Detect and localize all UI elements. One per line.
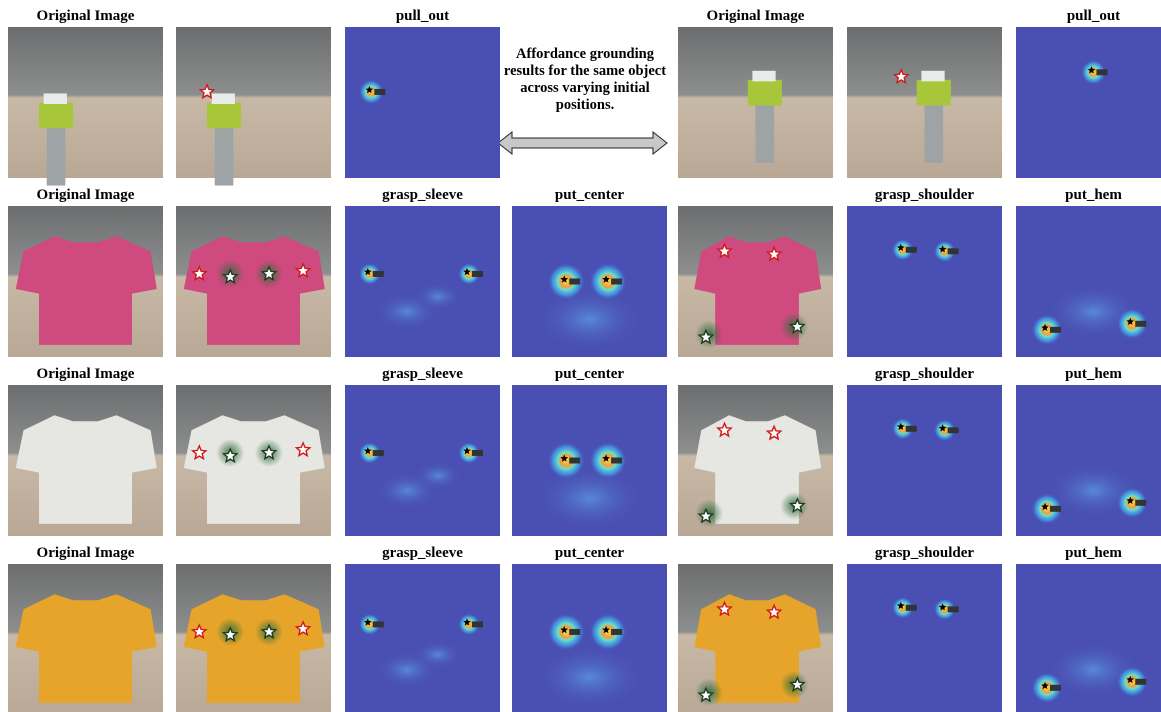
heatmap [847, 385, 1002, 536]
heat-tag [1135, 679, 1146, 685]
heatmap [847, 564, 1002, 712]
photo [678, 564, 833, 712]
column-label: put_center [555, 187, 624, 203]
column-label: grasp_sleeve [382, 366, 463, 382]
photo [8, 27, 163, 186]
heat-tag [374, 89, 385, 95]
photo [678, 385, 833, 536]
photo [176, 27, 331, 186]
tissue-box [748, 80, 782, 106]
heat-tag [948, 427, 959, 433]
photo [176, 206, 331, 357]
heatmap [512, 564, 667, 712]
photo [678, 206, 833, 357]
heat-tag [1050, 685, 1061, 691]
column-label: Original Image [37, 545, 135, 561]
heat-tag [472, 450, 483, 456]
column-label: Original Image [37, 187, 135, 203]
heat-tag [472, 271, 483, 277]
heatmap [345, 27, 500, 178]
photo [176, 385, 331, 536]
heat-faint [535, 288, 644, 351]
heat-tag [569, 279, 580, 285]
photo [847, 27, 1002, 178]
heat-tag [611, 629, 622, 635]
caption: Affordance grounding results for the sam… [500, 46, 670, 114]
heat-tag [906, 605, 917, 611]
heatmap [512, 385, 667, 536]
column-label: grasp_sleeve [382, 545, 463, 561]
column-label: put_hem [1065, 187, 1122, 203]
column-label: grasp_sleeve [382, 187, 463, 203]
heat-tag [1135, 500, 1146, 506]
heat-tag [906, 247, 917, 253]
column-label: put_center [555, 366, 624, 382]
heat-tag [1050, 506, 1061, 512]
heatmap [345, 564, 500, 712]
heatmap [345, 385, 500, 536]
figure: Original Image pull_out Original Image pull… [0, 0, 1161, 712]
column-label: put_hem [1065, 545, 1122, 561]
photo-bg [8, 27, 163, 178]
heatmap [1016, 206, 1161, 357]
photo [8, 206, 163, 357]
photo [678, 27, 833, 178]
column-label: grasp_shoulder [875, 545, 975, 561]
heat-faint [535, 467, 644, 530]
heatmap [1016, 385, 1161, 536]
heat-faint [415, 283, 462, 310]
tissue-box [39, 103, 73, 129]
heat-tag [373, 271, 384, 277]
column-label: grasp_shoulder [875, 187, 975, 203]
column-label: pull_out [1067, 8, 1120, 24]
heat-faint [535, 646, 644, 709]
photo [8, 385, 163, 536]
heatmap-bg [847, 206, 1002, 357]
heatmap [512, 206, 667, 357]
tissue-box [207, 103, 241, 129]
heat-tag [472, 621, 483, 627]
heat-tag [373, 450, 384, 456]
heatmap-bg [847, 385, 1002, 536]
heat-tag [1135, 321, 1146, 327]
heat-tag [569, 458, 580, 464]
heat-tag [1050, 327, 1061, 333]
heat-tag [948, 248, 959, 254]
heat-tag [948, 606, 959, 612]
heatmap [1016, 564, 1161, 712]
heat-tag [373, 621, 384, 627]
column-label: Original Image [707, 8, 805, 24]
photo [176, 564, 331, 712]
heat-faint [415, 462, 462, 489]
photo-bg [176, 27, 331, 178]
column-label: grasp_shoulder [875, 366, 975, 382]
tissue [212, 93, 235, 104]
heat-tag [1097, 69, 1108, 75]
column-label: Original Image [37, 366, 135, 382]
column-label: put_hem [1065, 366, 1122, 382]
column-label: Original Image [37, 8, 135, 24]
double-arrow [498, 132, 667, 154]
heatmap [1016, 27, 1161, 178]
heat-tag [906, 426, 917, 432]
heatmap [345, 206, 500, 357]
tissue [44, 93, 67, 104]
heatmap-bg [1016, 27, 1161, 178]
heat-tag [569, 629, 580, 635]
heatmap-bg [847, 564, 1002, 712]
heat-tag [611, 458, 622, 464]
tissue [921, 71, 944, 82]
tissue [752, 71, 775, 82]
heatmap [847, 206, 1002, 357]
tissue-box [917, 80, 951, 106]
heat-faint [415, 641, 462, 668]
heat-tag [611, 279, 622, 285]
heatmap-bg [345, 564, 500, 712]
photo [8, 564, 163, 712]
column-label: put_center [555, 545, 624, 561]
column-label: pull_out [396, 8, 449, 24]
